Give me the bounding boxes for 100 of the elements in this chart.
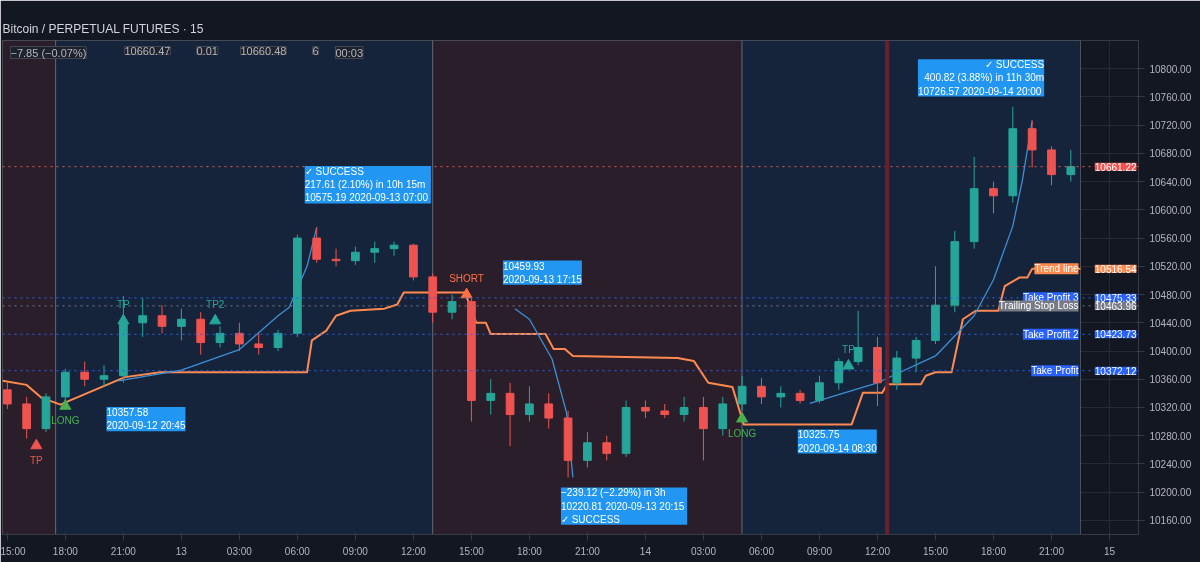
candlestick: [815, 375, 824, 404]
x-tick-label: 15:00: [0, 545, 26, 557]
y-tick-label: 10720.00: [1149, 120, 1192, 132]
point: [30, 438, 43, 450]
chart-title: Bitcoin / PERPETUAL FUTURES · 15: [2, 21, 204, 36]
ref-line-label: 10661.22: [1094, 161, 1137, 173]
annotation: 0.01: [196, 44, 218, 57]
candlestick: [776, 385, 786, 408]
y-tick-label: 10440.00: [1149, 317, 1192, 329]
x-tick-label: 21:00: [110, 545, 137, 557]
y-tick-label: 10640.00: [1149, 176, 1192, 188]
candlestick: [273, 329, 283, 352]
candlestick: [80, 361, 90, 387]
point: [59, 399, 72, 410]
candlestick: [505, 382, 515, 447]
candlestick: [911, 336, 921, 373]
ref-line-label: Trailing Stop Loss: [998, 300, 1079, 312]
x-tick-label: 18:00: [980, 545, 1007, 557]
annotation: 10660.47: [124, 44, 171, 57]
y-tick-label: 10600.00: [1149, 204, 1192, 216]
candlestick: [447, 294, 457, 320]
point: [209, 313, 222, 325]
x-tick-label: 18:00: [516, 545, 543, 557]
y-tick-label: 10480.00: [1149, 289, 1192, 301]
x-tick-label: 15:00: [458, 545, 485, 557]
candlestick: [215, 325, 225, 348]
data-label: LONG: [51, 415, 80, 427]
candlestick: [757, 377, 766, 405]
y-tick-label: 10360.00: [1149, 374, 1192, 386]
data-label: LONG: [727, 427, 757, 439]
candlestick: [737, 375, 747, 412]
x-tick-label: 21:00: [574, 545, 601, 557]
x-tick-label: 09:00: [342, 545, 369, 557]
annotation: 10357.58 2020-09-12 20:45: [106, 406, 186, 432]
candlestick: [196, 311, 206, 356]
candlestick: [486, 378, 496, 416]
candlestick: [989, 181, 998, 214]
data-label: SHORT: [449, 272, 484, 284]
x-tick-label: 06:00: [284, 545, 311, 557]
y-tick-label: 10760.00: [1149, 91, 1192, 103]
annotation: −239.12 (−2.29%) in 3h 10220.81 2020-09-13 20:15 ✓ SUCCESS: [560, 487, 685, 525]
point: [460, 287, 473, 299]
candlestick: [370, 241, 380, 264]
candlestick: [235, 322, 244, 352]
annotation: 10372.12: [1094, 365, 1137, 377]
candlestick: [679, 396, 689, 423]
candlestick: [525, 385, 534, 423]
annotation: 10475.33: [1094, 292, 1137, 304]
data-label: TP2: [206, 298, 225, 310]
x-tick-label: 12:00: [864, 545, 891, 557]
candlestick: [389, 241, 399, 257]
x-tick-label: 06:00: [748, 545, 775, 557]
x-tick-label: 12:00: [400, 545, 427, 557]
candlestick: [853, 310, 863, 366]
candlestick: [2, 382, 12, 410]
annotation: ✓ SUCCESS 217.61 (2.10%) in 10h 15m 10575.19 2020-09-13 07:00: [304, 165, 429, 204]
annotation: ✓ SUCCESS 400.82 (3.88%) in 11h 30m 10726.57 2020-09-14 20:00: [917, 59, 1045, 97]
x-tick-label: 21:00: [1038, 545, 1065, 557]
candlestick: [331, 248, 341, 267]
annotation: 6: [312, 44, 319, 57]
annotation: −7.85 (−0.07%): [10, 46, 87, 59]
candlestick: [351, 246, 360, 266]
ref-line-label: Take Profit 2: [1022, 328, 1079, 340]
annotation: 10459.93 2020-09-13 17:15: [502, 260, 583, 285]
annotation: 10325.75 2020-09-14 08:30: [797, 429, 878, 454]
annotation: 10423.73: [1094, 329, 1137, 341]
annotation: 10463.96: [1094, 300, 1137, 312]
x-tick-label: 03:00: [226, 545, 253, 557]
y-tick-label: 10240.00: [1149, 458, 1192, 470]
candlestick: [157, 304, 167, 334]
y-tick-label: 10160.00: [1149, 515, 1192, 527]
candlestick: [699, 396, 708, 461]
candlestick: [99, 364, 109, 387]
candlestick: [544, 392, 554, 430]
point: [736, 411, 749, 423]
ref-line-label: Take Profit 3: [1022, 292, 1079, 304]
ref-line-label: Take Profit: [1031, 365, 1079, 377]
y-tick-label: 10280.00: [1149, 430, 1192, 442]
y-tick-label: 10200.00: [1149, 487, 1192, 499]
x-tick-label: 18:00: [52, 545, 79, 557]
candlestick: [254, 332, 264, 356]
candlestick: [583, 431, 592, 468]
y-tick-label: 10520.00: [1149, 261, 1192, 273]
y-tick-label: 10800.00: [1149, 63, 1192, 75]
y-tick-label: 10560.00: [1149, 233, 1192, 245]
candlestick: [312, 226, 322, 264]
x-tick-label: 03:00: [690, 545, 717, 557]
x-tick-label: 09:00: [806, 545, 833, 557]
annotation: 00:03: [335, 46, 364, 59]
candlestick: [138, 297, 148, 338]
point: [842, 358, 855, 370]
x-tick-label: 14: [639, 545, 652, 557]
x-tick-label: 15: [1103, 545, 1116, 557]
x-tick-label: 15:00: [922, 545, 949, 557]
y-tick-label: 10400.00: [1149, 346, 1192, 358]
x-tick-label: 13: [175, 545, 188, 557]
candlestick: [602, 435, 612, 461]
y-tick-label: 10680.00: [1149, 148, 1192, 160]
candlestick: [1066, 149, 1076, 183]
y-tick-label: 10320.00: [1149, 402, 1192, 414]
